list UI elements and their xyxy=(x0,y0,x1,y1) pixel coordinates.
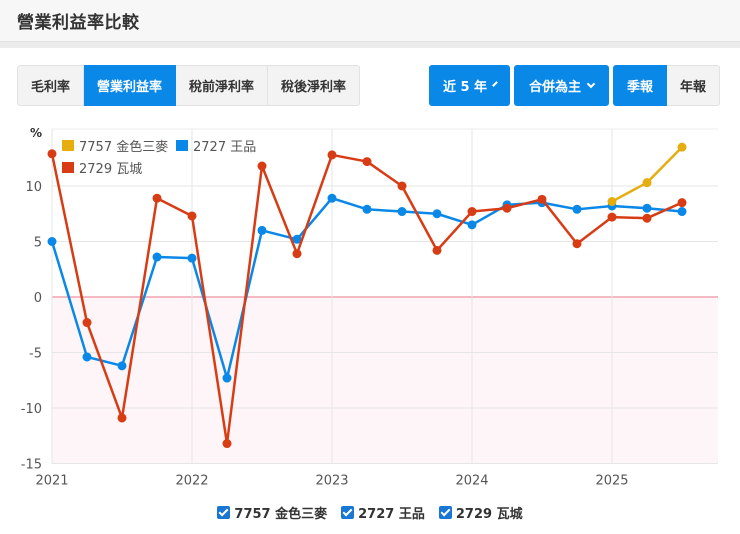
period-dropdown[interactable]: 近 5 年 xyxy=(429,65,510,106)
data-point[interactable] xyxy=(502,203,512,213)
data-point[interactable] xyxy=(222,373,232,383)
data-point[interactable] xyxy=(152,193,162,203)
x-tick-label: 2023 xyxy=(315,474,348,489)
basis-dropdown[interactable]: 合併為主 xyxy=(514,65,609,106)
data-point[interactable] xyxy=(222,439,232,449)
toggle-2727[interactable]: 2727 王品 xyxy=(341,503,425,522)
data-point[interactable] xyxy=(572,204,582,214)
annual-button[interactable]: 年報 xyxy=(667,65,720,106)
data-point[interactable] xyxy=(677,207,687,217)
negative-zone xyxy=(52,297,718,464)
data-point[interactable] xyxy=(642,203,652,213)
period-dropdown-label: 近 5 年 xyxy=(442,80,488,95)
legend-label: 7757 金色三麥 xyxy=(79,139,168,155)
basis-dropdown-label: 合併為主 xyxy=(528,80,581,95)
legend-swatch xyxy=(62,162,74,173)
toggle-label: 2727 王品 xyxy=(358,507,425,522)
data-point[interactable] xyxy=(47,149,57,159)
data-point[interactable] xyxy=(152,252,162,262)
line-chart: 10 5 0 -5 -10 -15% 2021 2022 2023 2024 2025 7757 金色… xyxy=(21,126,718,489)
chevron-down-icon xyxy=(492,80,498,87)
toggle-label: 2729 瓦城 xyxy=(455,507,523,522)
data-point[interactable] xyxy=(397,207,407,217)
legend-label: 2727 王品 xyxy=(193,140,256,155)
data-point[interactable] xyxy=(327,193,337,203)
data-point[interactable] xyxy=(362,157,372,167)
legend-label: 2729 瓦城 xyxy=(79,162,142,177)
y-tick-label: 5 xyxy=(34,236,42,251)
data-point[interactable] xyxy=(82,352,92,362)
data-point[interactable] xyxy=(327,150,337,160)
y-tick-label: -5 xyxy=(29,347,42,362)
tab-operating-margin[interactable]: 營業利益率 xyxy=(84,65,177,106)
x-tick-label: 2025 xyxy=(595,474,628,489)
tab-net-margin[interactable]: 稅後淨利率 xyxy=(268,65,361,106)
series-toggle-legend: 7757 金色三麥 2727 王品 2729 瓦城 xyxy=(0,503,740,522)
data-point[interactable] xyxy=(292,249,302,259)
y-tick-label: 10 xyxy=(25,180,42,195)
toggle-2729[interactable]: 2729 瓦城 xyxy=(438,503,523,522)
y-tick-label: 0 xyxy=(34,291,42,306)
data-point[interactable] xyxy=(47,237,57,246)
data-point[interactable] xyxy=(607,212,617,222)
data-point[interactable] xyxy=(467,207,477,217)
data-point[interactable] xyxy=(397,181,407,191)
data-point[interactable] xyxy=(292,234,302,244)
data-point[interactable] xyxy=(432,245,442,255)
x-tick-label: 2024 xyxy=(455,474,488,489)
chart-controls: 近 5 年 合併為主 季報 年報 xyxy=(429,65,720,106)
data-point[interactable] xyxy=(677,198,687,208)
divider xyxy=(0,42,740,48)
x-tick-label: 2022 xyxy=(175,474,208,489)
report-type-toggle: 季報 年報 xyxy=(613,65,720,106)
toggle-label: 7757 金色三麥 xyxy=(234,507,328,522)
data-point[interactable] xyxy=(117,361,127,371)
toggle-7757[interactable]: 7757 金色三麥 xyxy=(217,503,327,522)
data-point[interactable] xyxy=(187,211,197,221)
checkbox-icon[interactable] xyxy=(217,506,231,519)
data-point[interactable] xyxy=(257,161,267,171)
metric-tabs: 毛利率 營業利益率 稅前淨利率 稅後淨利率 xyxy=(17,65,361,106)
data-point[interactable] xyxy=(257,225,267,235)
data-point[interactable] xyxy=(432,209,442,219)
data-point[interactable] xyxy=(642,178,652,188)
data-point[interactable] xyxy=(537,194,547,204)
page-title: 營業利益率比較 xyxy=(17,13,140,33)
data-point[interactable] xyxy=(642,213,652,223)
data-point[interactable] xyxy=(572,239,582,249)
chevron-down-icon xyxy=(586,79,596,88)
page-header: 營業利益率比較 xyxy=(0,0,740,42)
x-tick-label: 2021 xyxy=(35,474,68,489)
data-point[interactable] xyxy=(362,204,372,214)
legend-swatch xyxy=(176,140,188,151)
checkbox-icon[interactable] xyxy=(341,506,355,519)
data-point[interactable] xyxy=(677,142,687,152)
data-point[interactable] xyxy=(117,413,127,423)
y-tick-label: -15 xyxy=(21,458,42,473)
tab-gross-margin[interactable]: 毛利率 xyxy=(17,65,85,106)
quarterly-button[interactable]: 季報 xyxy=(613,65,667,106)
data-point[interactable] xyxy=(467,220,477,230)
checkbox-icon[interactable] xyxy=(438,506,452,519)
legend-swatch xyxy=(62,140,74,151)
series-line xyxy=(611,146,683,203)
y-tick-label: -10 xyxy=(21,402,42,417)
data-point[interactable] xyxy=(187,253,197,263)
y-axis-unit: % xyxy=(30,126,42,140)
data-point[interactable] xyxy=(82,318,92,328)
data-point[interactable] xyxy=(607,197,617,207)
tab-pretax-margin[interactable]: 稅前淨利率 xyxy=(176,65,269,106)
